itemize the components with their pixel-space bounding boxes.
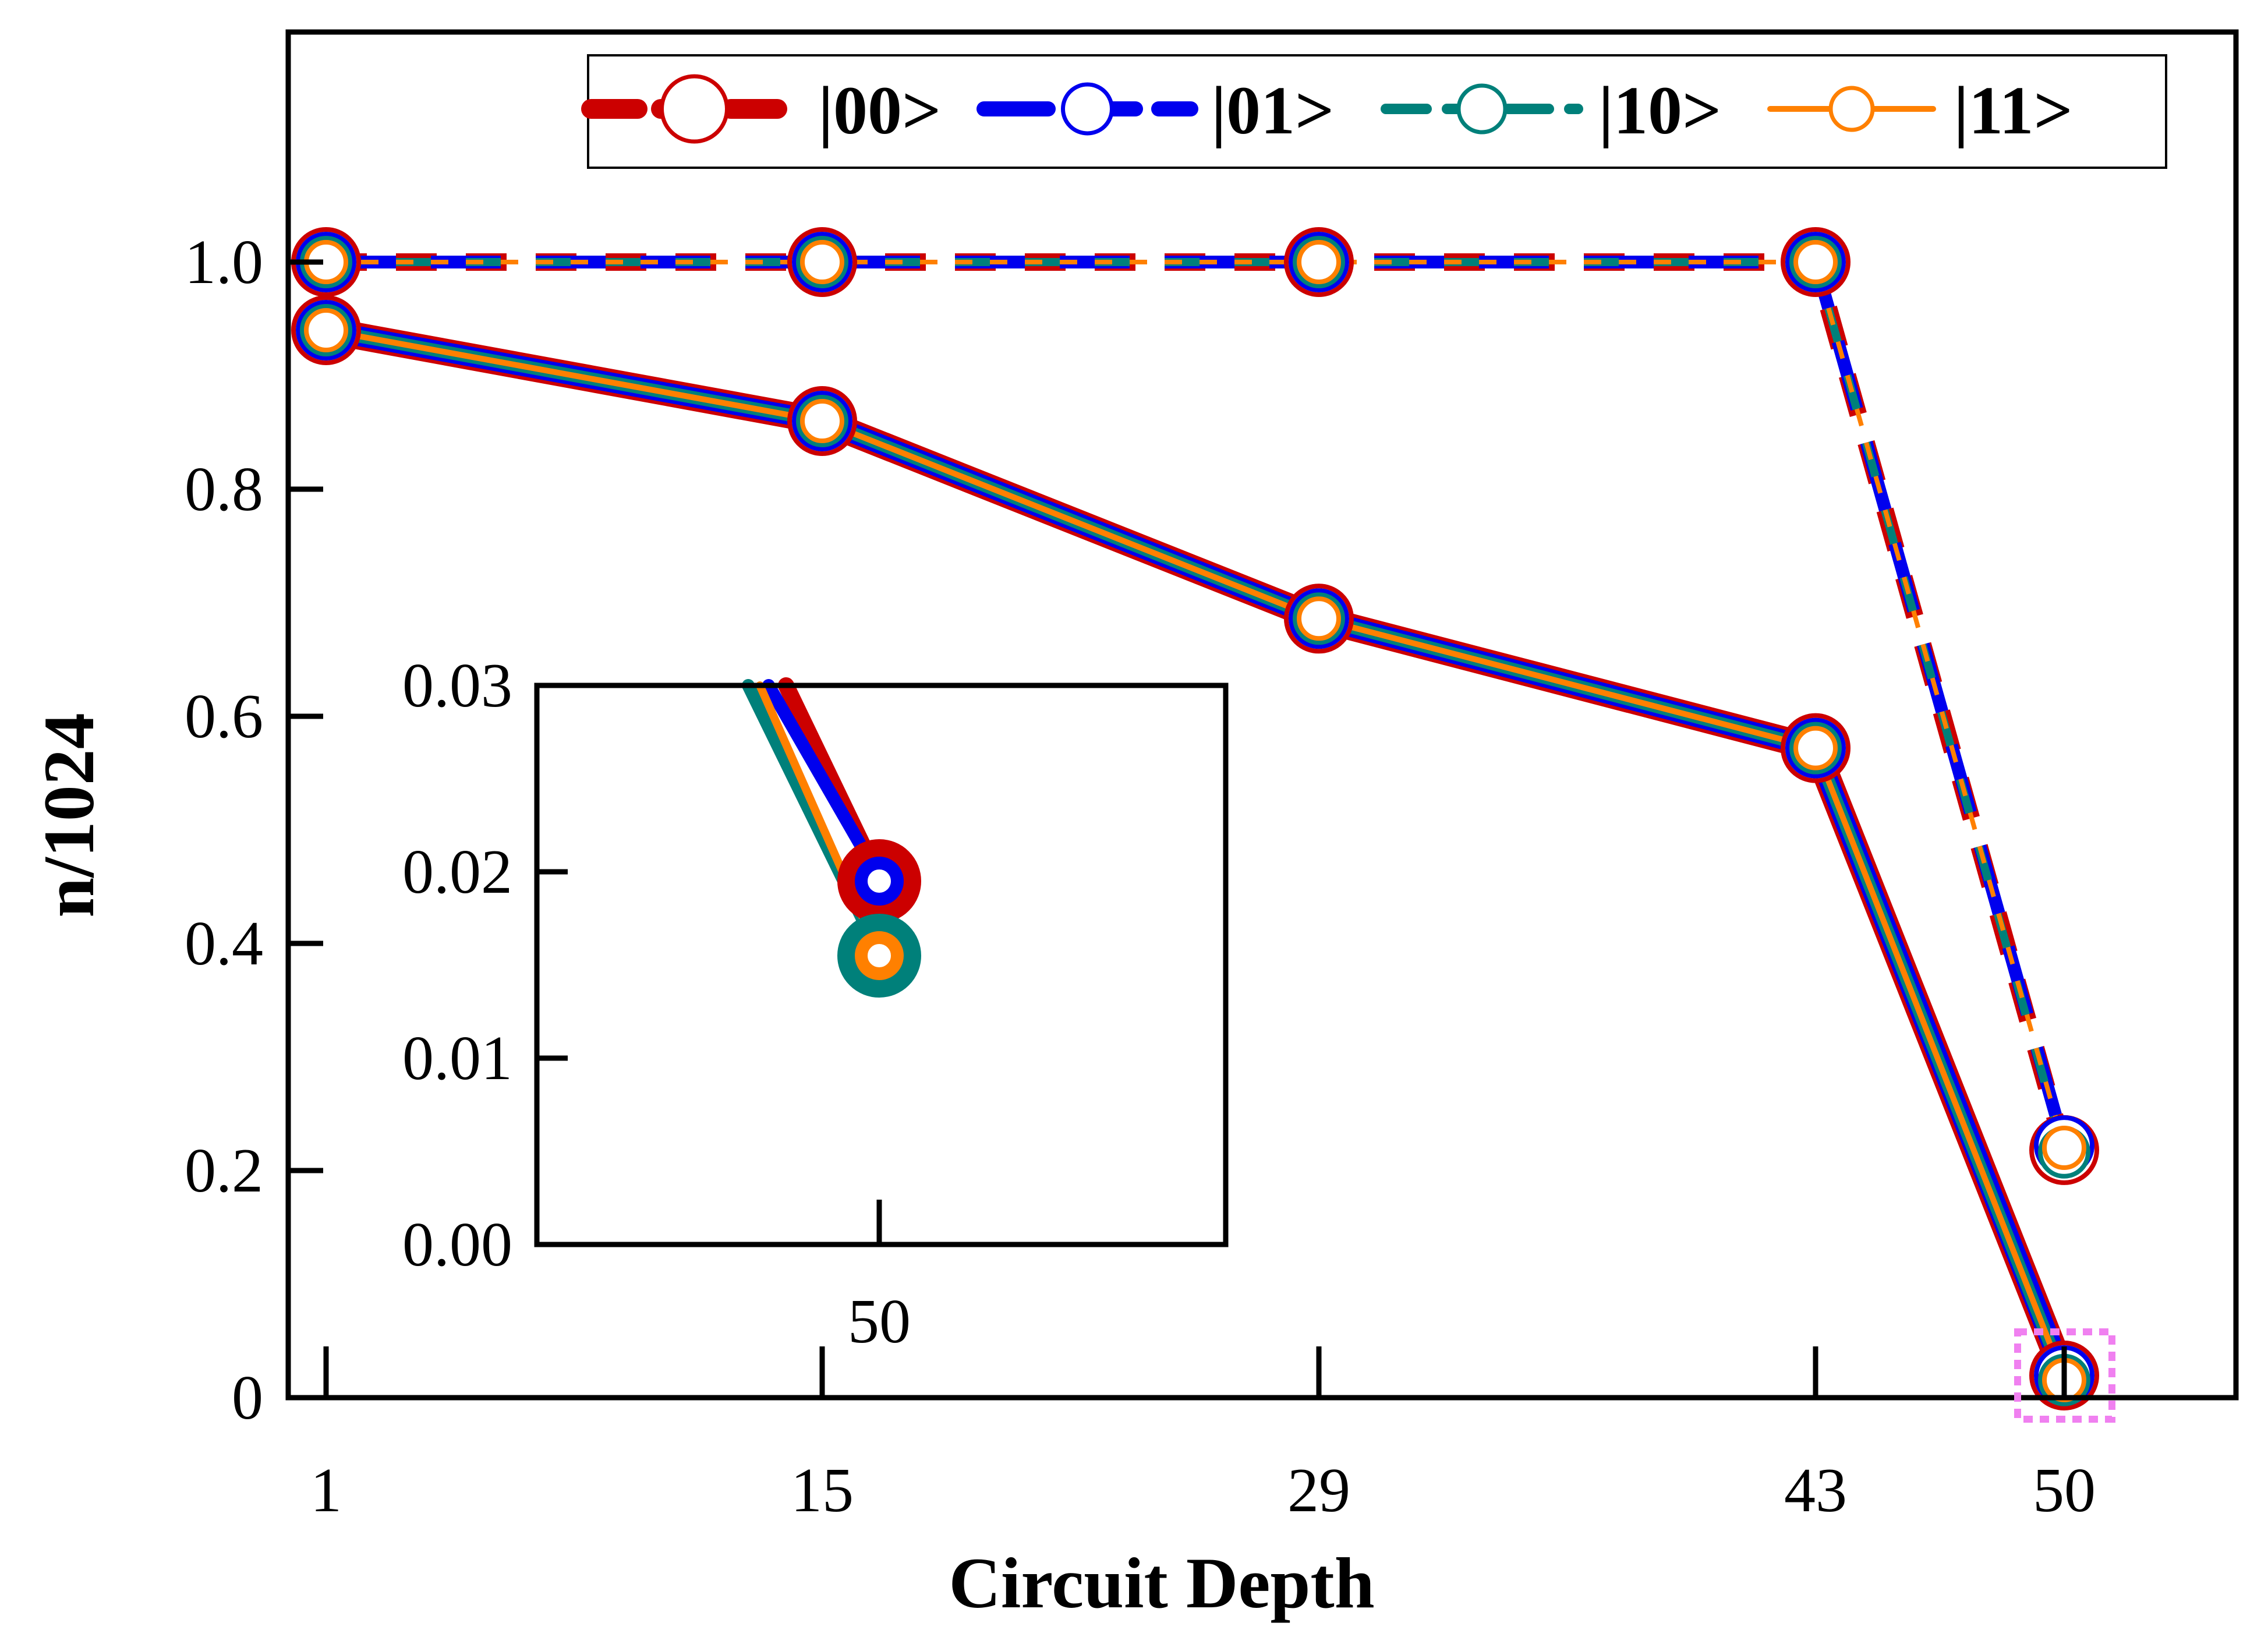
- inset: 0.00 0.01 0.02 0.03 50: [402, 651, 1229, 1356]
- legend-label: |11>: [1954, 72, 2073, 149]
- y-tick-label: 0.8: [185, 455, 263, 524]
- y-tick-label: 0.4: [185, 909, 263, 978]
- y-tick-label: 0.2: [185, 1136, 263, 1205]
- y-tick-label: 0.6: [185, 682, 263, 751]
- legend-marker: [660, 74, 729, 144]
- data-point: [800, 399, 844, 443]
- x-tick-label: 29: [1287, 1456, 1350, 1525]
- legend-label: |01>: [1211, 72, 1334, 149]
- inset-x-tick-label: 50: [848, 1287, 911, 1356]
- data-point: [1793, 726, 1838, 770]
- data-point: [800, 240, 844, 284]
- legend-marker: [1061, 82, 1114, 136]
- data-point: [1297, 240, 1341, 284]
- data-point: [2042, 1126, 2086, 1170]
- y-tick-label: 1.0: [185, 228, 263, 297]
- main-markers: [291, 227, 2099, 1410]
- legend-label: |10>: [1598, 72, 1721, 149]
- highlight-box: [2014, 1328, 2115, 1423]
- x-tick-label: 15: [791, 1456, 854, 1525]
- inset-y-tick-label: 0.02: [402, 837, 512, 907]
- x-tick-label: 50: [2033, 1456, 2096, 1525]
- x-tick-label: 43: [1784, 1456, 1847, 1525]
- data-point: [304, 308, 348, 352]
- inset-y-tick-label: 0.03: [402, 651, 512, 720]
- legend-marker: [1456, 83, 1508, 135]
- x-axis-title: Circuit Depth: [949, 1543, 1374, 1623]
- y-ticks: 0 0.2 0.4 0.6 0.8 1.0: [185, 228, 323, 1433]
- inset-ticks: 0.00 0.01 0.02 0.03 50: [402, 651, 911, 1356]
- x-tick-label: 1: [310, 1456, 342, 1525]
- y-axis-title: n/1024: [29, 713, 109, 917]
- inset-markers: [837, 839, 921, 998]
- inset-data-point: [855, 931, 904, 980]
- inset-y-tick-label: 0.00: [402, 1210, 512, 1279]
- legend-marker: [1828, 86, 1875, 132]
- legend-label: |00>: [818, 72, 941, 149]
- x-ticks: 1 15 29 43 50: [310, 1346, 2096, 1525]
- data-point: [1297, 596, 1341, 641]
- inset-data-point: [855, 857, 904, 906]
- data-point: [1793, 240, 1838, 284]
- inset-series-line: [762, 679, 881, 876]
- legend: |00> |01> |10> |11>: [581, 54, 2167, 169]
- inset-y-tick-label: 0.01: [402, 1024, 512, 1093]
- y-tick-label: 0: [232, 1363, 263, 1433]
